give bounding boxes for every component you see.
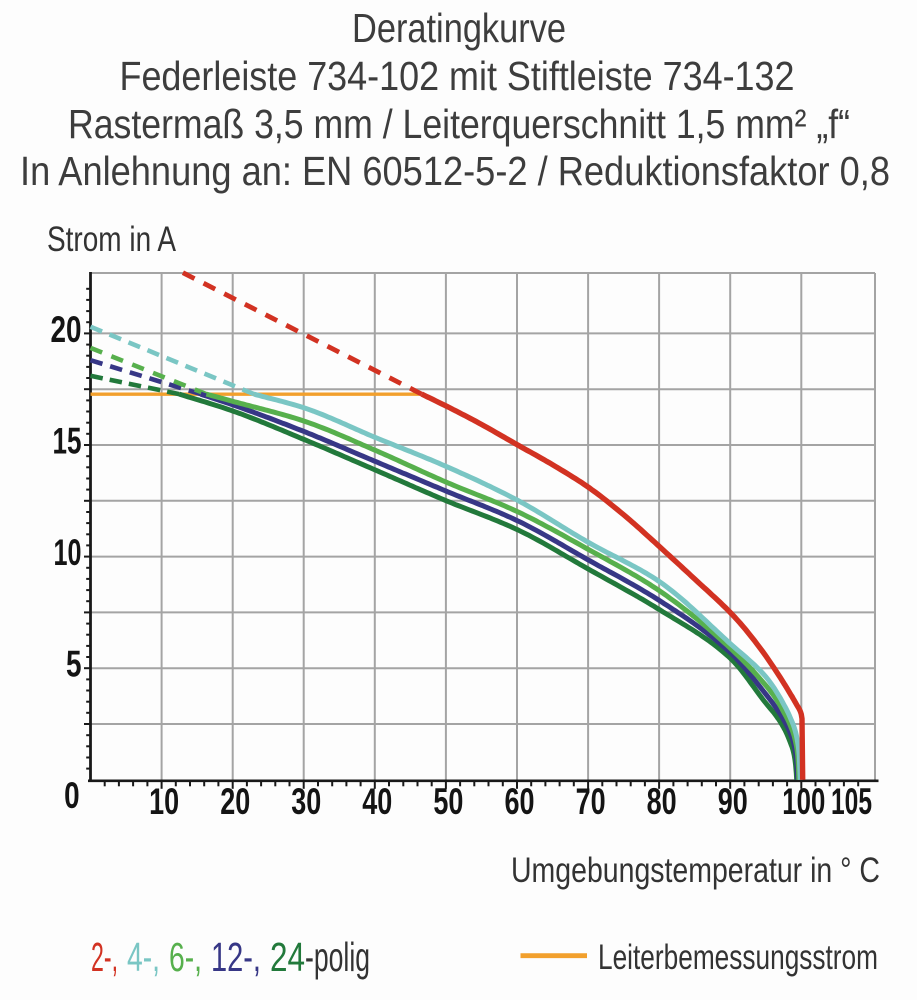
svg-text:-polig: -polig [305, 934, 370, 980]
svg-text:4-,: 4-, [127, 934, 160, 980]
svg-text:15: 15 [53, 421, 82, 462]
svg-text:100: 100 [782, 781, 825, 822]
svg-text:20: 20 [220, 781, 250, 822]
svg-text:2-,: 2-, [91, 934, 118, 980]
svg-text:60: 60 [505, 781, 535, 822]
svg-text:Federleiste 734-102 mit Stiftl: Federleiste 734-102 mit Stiftleiste 734-… [120, 53, 795, 99]
svg-text:Leiterbemessungsstrom: Leiterbemessungsstrom [598, 938, 878, 977]
svg-text:24: 24 [270, 934, 305, 980]
svg-text:Umgebungstemperatur in ° C: Umgebungstemperatur in ° C [511, 851, 880, 890]
svg-text:105: 105 [831, 781, 872, 822]
svg-text:20: 20 [51, 309, 82, 350]
svg-text:70: 70 [576, 781, 606, 822]
svg-text:80: 80 [647, 781, 677, 822]
svg-text:6-,: 6-, [169, 934, 202, 980]
svg-text:12-,: 12-, [211, 934, 261, 980]
svg-text:40: 40 [362, 781, 392, 822]
svg-text:50: 50 [433, 781, 463, 822]
svg-text:5: 5 [66, 644, 82, 685]
svg-text:Deratingkurve: Deratingkurve [352, 5, 566, 51]
svg-text:0: 0 [64, 775, 80, 816]
svg-text:In Anlehnung an: EN 60512-5-2: In Anlehnung an: EN 60512-5-2 / Reduktio… [20, 148, 890, 194]
svg-text:Strom in A: Strom in A [47, 220, 177, 259]
svg-text:90: 90 [718, 781, 748, 822]
svg-text:10: 10 [54, 532, 82, 573]
svg-text:30: 30 [291, 781, 321, 822]
svg-text:10: 10 [149, 781, 179, 822]
svg-text:Rastermaß 3,5 mm / Leiterquers: Rastermaß 3,5 mm / Leiterquerschnitt 1,5… [68, 101, 850, 147]
